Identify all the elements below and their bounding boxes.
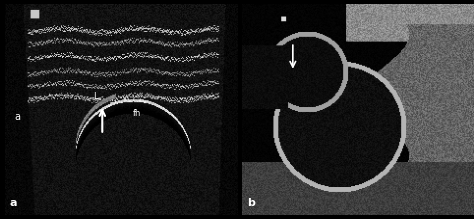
Text: a: a [14, 112, 20, 122]
Text: fh: fh [132, 109, 141, 118]
Text: b: b [246, 198, 255, 208]
Text: L: L [93, 92, 98, 101]
Text: a: a [9, 198, 17, 208]
